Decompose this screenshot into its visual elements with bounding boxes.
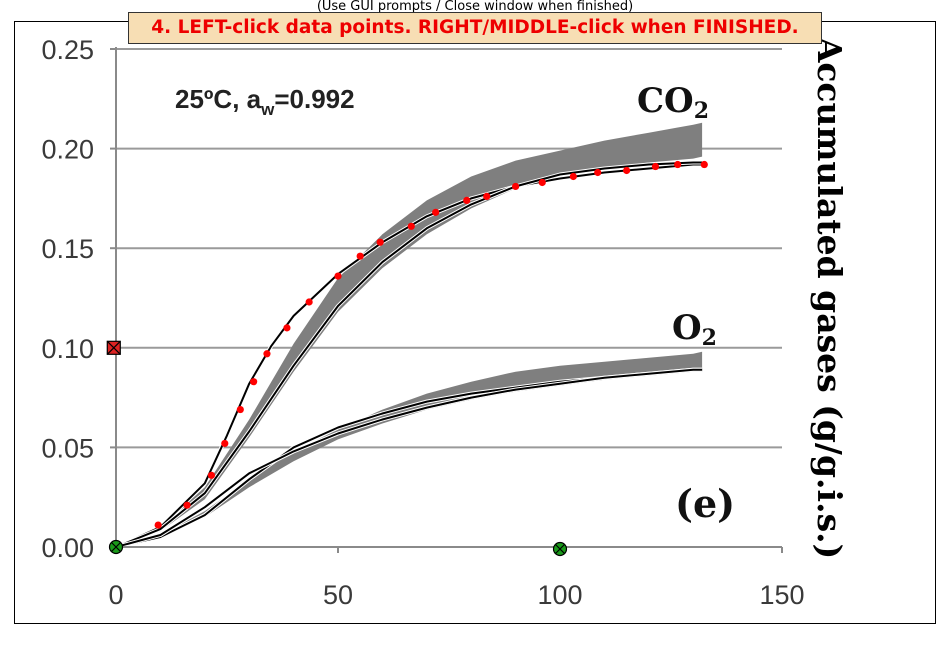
picked-point-6 [263, 350, 271, 358]
co2-label: CO2 [637, 81, 709, 124]
x-tick-label-2: 100 [537, 580, 582, 610]
x-tick-label-3: 150 [759, 580, 804, 610]
picked-point-8 [305, 298, 313, 306]
y-tick-label-5: 0.25 [41, 35, 94, 65]
y-tick-label-0: 0.00 [41, 533, 94, 563]
picked-point-20 [623, 166, 631, 175]
line-halo-5 [115, 367, 703, 549]
picked-point-4 [236, 405, 244, 414]
instruction-banner: 4. LEFT-click data points. RIGHT/MIDDLE-… [128, 12, 822, 44]
picked-points [154, 160, 708, 529]
line-5 [115, 368, 703, 548]
calib-cross-x-1 [555, 544, 565, 554]
picked-point-10 [356, 252, 364, 260]
condition-label: 25ºC, aw=0.992 [175, 84, 355, 119]
gridlines [116, 48, 782, 449]
y-tick-label-1: 0.05 [41, 433, 94, 463]
picked-point-18 [569, 172, 577, 181]
picked-point-1 [183, 501, 191, 509]
x-tick-label-0: 0 [108, 580, 123, 610]
picked-point-11 [376, 238, 384, 246]
x-tick-label-1: 50 [323, 580, 353, 610]
tick-labels: 0 50 100 150 0.00 0.05 0.10 0.15 0.20 0.25 [41, 35, 804, 610]
calibration-markers [106, 340, 568, 557]
picked-point-3 [221, 439, 229, 448]
picked-point-23 [700, 160, 708, 169]
picked-point-9 [334, 272, 342, 280]
line-2 [115, 161, 703, 548]
picked-point-19 [594, 168, 602, 177]
line-halo-4 [115, 367, 703, 549]
picked-point-16 [511, 182, 520, 191]
picked-point-7 [283, 324, 291, 332]
picked-point-5 [250, 378, 258, 386]
picked-point-0 [154, 521, 162, 529]
picked-point-17 [538, 178, 546, 187]
y-axis-title: Accumulated gases (g/g.i.s.) [810, 36, 849, 560]
picked-point-22 [674, 160, 682, 169]
picked-point-2 [207, 471, 216, 479]
picked-point-14 [463, 196, 471, 204]
gui-prompt-hint: (Use GUI prompts / Close window when fin… [316, 0, 634, 14]
picked-point-15 [483, 192, 491, 201]
annotations: 25ºC, aw=0.992 CO2 O2 (e) [175, 81, 735, 526]
y-tick-label-3: 0.15 [41, 234, 94, 264]
y-tick-label-2: 0.10 [41, 334, 94, 364]
line-4 [115, 368, 703, 548]
y-tick-label-4: 0.20 [41, 135, 94, 165]
panel-label: (e) [675, 481, 735, 526]
picked-point-13 [432, 208, 440, 216]
picked-point-21 [651, 162, 660, 171]
calib-cross-x-0 [111, 542, 121, 552]
picked-point-12 [407, 222, 415, 230]
o2-label: O2 [672, 308, 717, 351]
calib-cross-y-2 [106, 340, 121, 355]
